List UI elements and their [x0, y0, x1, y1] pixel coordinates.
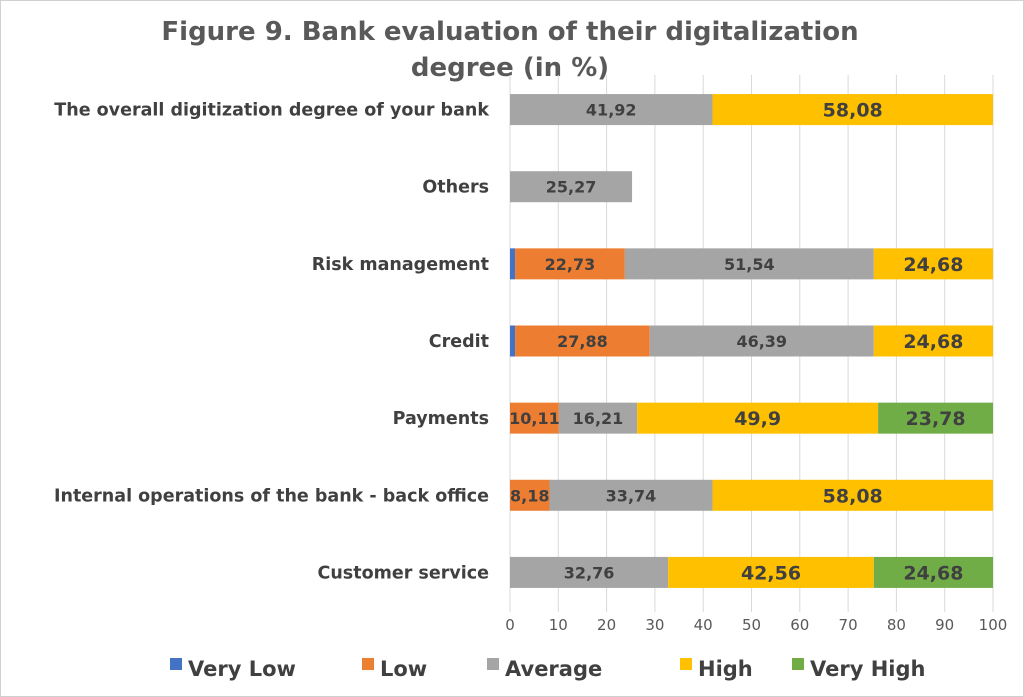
legend-swatch	[362, 658, 374, 670]
data-label: 10,11	[509, 409, 560, 428]
bar-segment-very-high	[878, 402, 993, 434]
bar-segment-average	[624, 248, 874, 280]
bar-segment-very-low	[510, 248, 516, 280]
bar-segment-very-high	[873, 556, 993, 588]
bar-segment-high	[873, 248, 993, 280]
bar-segment-low	[510, 479, 550, 511]
legend-label: Low	[380, 657, 427, 681]
data-label: 22,73	[545, 255, 596, 274]
data-label: 33,74	[606, 486, 657, 505]
legend-swatch	[170, 658, 182, 670]
category-label: The overall digitization degree of your …	[54, 101, 489, 121]
x-tick-label: 40	[694, 616, 713, 634]
bar-segment-low	[510, 402, 559, 434]
bar-segment-average	[510, 556, 669, 588]
bar-segment-very-low	[510, 325, 516, 357]
data-label: 32,76	[564, 563, 615, 582]
category-label: Others	[422, 178, 489, 198]
bar-segment-high	[712, 479, 993, 511]
data-label: 24,68	[903, 254, 963, 276]
x-tick-label: 70	[839, 616, 858, 634]
x-tick-label: 100	[979, 616, 1008, 634]
legend-label: Very Low	[188, 657, 296, 681]
x-tick-label: 50	[742, 616, 761, 634]
bar-segment-average	[558, 402, 638, 434]
category-label: Payments	[393, 409, 489, 429]
data-label: 49,9	[734, 408, 781, 430]
bar-segment-high	[668, 556, 874, 588]
legend-label: High	[698, 657, 753, 681]
data-label: 23,78	[906, 408, 966, 430]
data-label: 46,39	[736, 332, 787, 351]
data-label: 42,56	[741, 562, 801, 584]
data-label: 58,08	[823, 485, 883, 507]
data-label: 58,08	[823, 100, 883, 122]
bar-segment-low	[515, 325, 650, 357]
bar-segment-high	[873, 325, 993, 357]
x-tick-label: 20	[597, 616, 616, 634]
data-label: 41,92	[586, 101, 637, 120]
data-label: 51,54	[724, 255, 775, 274]
bar-segment-low	[515, 248, 625, 280]
data-label: 25,27	[546, 178, 597, 197]
data-label: 24,68	[903, 562, 963, 584]
legend-swatch	[680, 658, 692, 670]
x-tick-label: 80	[887, 616, 906, 634]
bar-segment-high	[712, 94, 993, 126]
data-label: 16,21	[573, 409, 624, 428]
legend-swatch	[792, 658, 804, 670]
category-label: Internal operations of the bank - back o…	[54, 486, 489, 506]
data-label: 8,18	[510, 486, 549, 505]
x-tick-label: 10	[549, 616, 568, 634]
category-label: Customer service	[318, 563, 490, 583]
legend-swatch	[487, 658, 499, 670]
x-tick-label: 60	[790, 616, 809, 634]
legend-label: Average	[505, 657, 602, 681]
legend-label: Very High	[810, 657, 925, 681]
x-tick-label: 30	[645, 616, 664, 634]
bar-segment-average	[549, 479, 713, 511]
category-label: Risk management	[312, 255, 489, 275]
bar-segment-average	[649, 325, 874, 357]
x-tick-label: 90	[935, 616, 954, 634]
chart-title: Figure 9. Bank evaluation of their digit…	[161, 17, 859, 83]
bar-segment-average	[510, 94, 713, 126]
category-label: Credit	[429, 332, 489, 352]
bar-segment-high	[637, 402, 879, 434]
x-tick-label: 0	[505, 616, 515, 634]
data-label: 27,88	[557, 332, 608, 351]
bar-segment-average	[510, 171, 633, 203]
data-label: 24,68	[903, 331, 963, 353]
